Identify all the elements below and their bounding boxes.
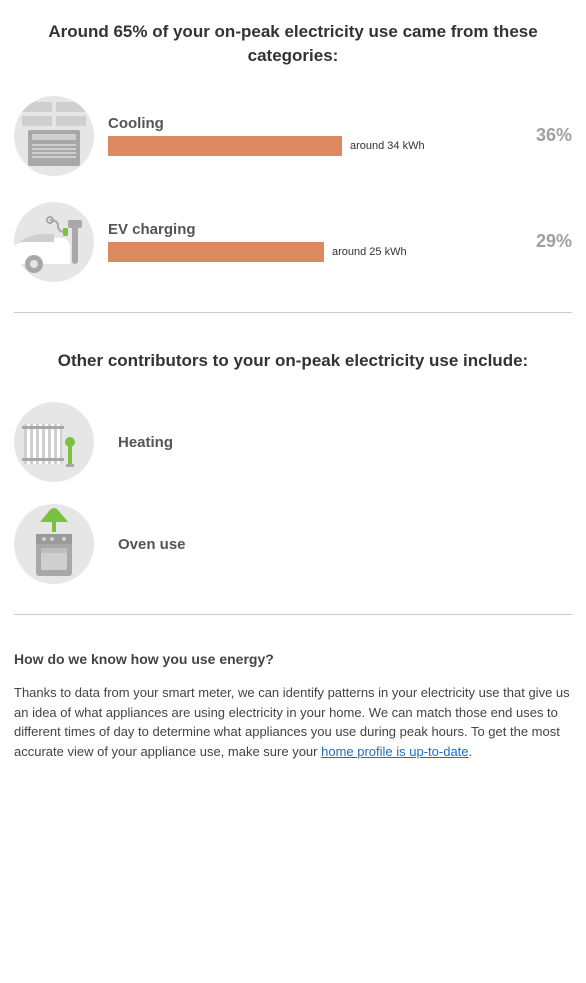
other-heading: Other contributors to your on-peak elect… — [14, 349, 572, 373]
heating-icon — [14, 402, 94, 482]
usage-bar — [108, 136, 342, 156]
cooling-icon — [14, 96, 94, 176]
other-label: Oven use — [118, 536, 186, 553]
category-label: EV charging — [108, 221, 510, 238]
info-text-pre: Thanks to data from your smart meter, we… — [14, 685, 570, 759]
percent-value: 29% — [524, 231, 572, 252]
oven-icon — [14, 504, 94, 584]
section-divider — [14, 614, 572, 615]
home-profile-link[interactable]: home profile is up-to-date — [321, 744, 468, 759]
kwh-value: around 25 kWh — [332, 246, 407, 258]
other-row-oven: Oven use — [14, 504, 572, 584]
category-row-ev: EV charging around 25 kWh 29% — [14, 202, 572, 282]
category-label: Cooling — [108, 115, 510, 132]
other-row-heating: Heating — [14, 402, 572, 482]
percent-value: 36% — [524, 125, 572, 146]
info-heading: How do we know how you use energy? — [14, 651, 572, 667]
other-label: Heating — [118, 434, 173, 451]
usage-bar — [108, 242, 324, 262]
main-heading: Around 65% of your on-peak electricity u… — [14, 20, 572, 68]
section-divider — [14, 312, 572, 313]
ev-charging-icon — [14, 202, 94, 282]
info-body: Thanks to data from your smart meter, we… — [14, 683, 572, 761]
category-row-cooling: Cooling around 34 kWh 36% — [14, 96, 572, 176]
info-text-post: . — [469, 744, 473, 759]
kwh-value: around 34 kWh — [350, 140, 425, 152]
